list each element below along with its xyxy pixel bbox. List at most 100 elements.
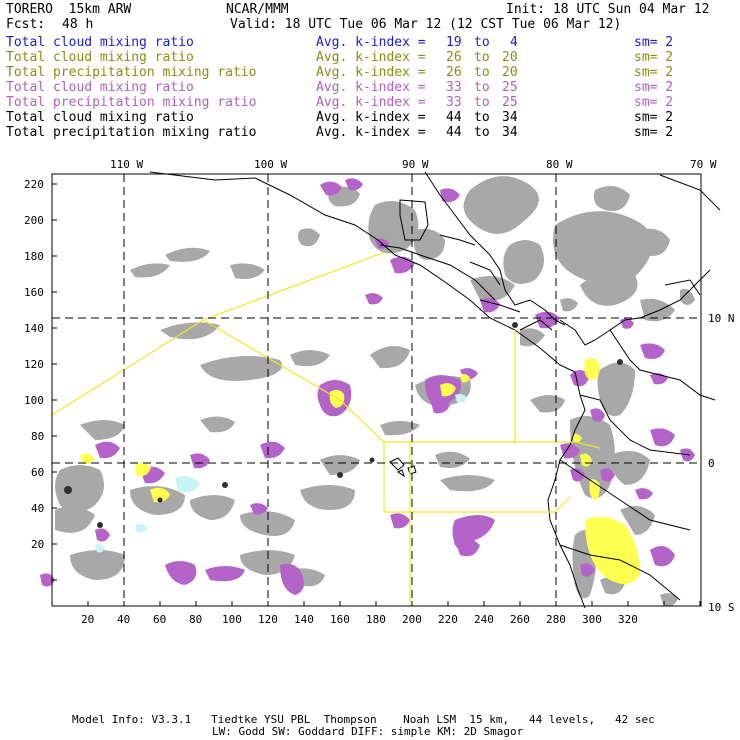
- fcst-label: Fcst:: [6, 17, 46, 32]
- legend-field: Total cloud mixing ratio: [6, 35, 194, 50]
- legend-to-word: to: [474, 80, 490, 95]
- model-name: TORERO 15km ARW: [6, 2, 132, 17]
- legend-index: Avg. k-index =: [316, 35, 426, 50]
- legend-sm: sm= 2: [634, 50, 674, 65]
- x-tick-label: 100: [222, 613, 242, 626]
- x-tick-label: 300: [582, 613, 602, 626]
- legend-to-word: to: [474, 95, 490, 110]
- legend-from: 44: [446, 110, 462, 125]
- x-tick-label: 280: [546, 613, 566, 626]
- y-tick-label: 200: [24, 214, 44, 227]
- x-tick-label: 180: [366, 613, 386, 626]
- legend-index: Avg. k-index =: [316, 50, 426, 65]
- legend-index: Avg. k-index =: [316, 95, 426, 110]
- x-tick-label: 240: [474, 613, 494, 626]
- grid-lines: [52, 174, 701, 606]
- legend-to-word: to: [474, 110, 490, 125]
- y-tick-label: 20: [31, 538, 45, 551]
- legend-index: Avg. k-index =: [316, 80, 426, 95]
- legend-index: Avg. k-index =: [316, 125, 426, 140]
- legend-row: Total precipitation mixing ratio Avg. k-…: [0, 95, 740, 110]
- y-tick-label: 60: [31, 466, 45, 479]
- legend-to-word: to: [474, 50, 490, 65]
- y-tick-label: 160: [24, 286, 44, 299]
- legend-to: 25: [502, 80, 518, 95]
- lat-label-0: 0: [708, 457, 715, 470]
- lon-label-80w: 80 W: [546, 158, 573, 171]
- legend-field: Total precipitation mixing ratio: [6, 65, 257, 80]
- model-info-line2: LW: Godd SW: Goddard DIFF: simple KM: 2D…: [212, 725, 524, 738]
- legend-row: Total cloud mixing ratio Avg. k-index = …: [0, 50, 740, 65]
- lon-label-100w: 100 W: [254, 158, 288, 171]
- legend-sm: sm= 2: [634, 110, 674, 125]
- legend-sm: sm= 2: [634, 35, 674, 50]
- legend-row: Total cloud mixing ratio Avg. k-index = …: [0, 80, 740, 95]
- y-tick-label: 180: [24, 250, 44, 263]
- legend-field: Total cloud mixing ratio: [6, 80, 194, 95]
- x-tick-label: 160: [330, 613, 350, 626]
- x-tick-label: 60: [153, 613, 167, 626]
- legend-to-word: to: [474, 35, 490, 50]
- legend-to-word: to: [474, 65, 490, 80]
- legend-field: Total cloud mixing ratio: [6, 50, 194, 65]
- y-tick-label: 220: [24, 178, 44, 191]
- x-tick-label: 320: [618, 613, 638, 626]
- light-precip-areas: [95, 394, 467, 553]
- legend-index: Avg. k-index =: [316, 110, 426, 125]
- legend-to-word: to: [474, 125, 490, 140]
- init-time: Init: 18 UTC Sun 04 Mar 12: [506, 2, 710, 17]
- lat-label-10n: 10 N: [708, 312, 735, 325]
- legend-row: Total precipitation mixing ratio Avg. k-…: [0, 125, 740, 140]
- precip-areas: [40, 178, 695, 595]
- x-tick-label: 120: [258, 613, 278, 626]
- y-tick-label: 120: [24, 358, 44, 371]
- lon-label-70w: 70 W: [690, 158, 717, 171]
- legend-index: Avg. k-index =: [316, 65, 426, 80]
- x-tick-label: 20: [81, 613, 95, 626]
- org-name: NCAR/MMM: [226, 2, 289, 17]
- tick-marks: [52, 183, 701, 606]
- legend-from: 26: [446, 65, 462, 80]
- x-tick-label: 260: [510, 613, 530, 626]
- valid-time: Valid: 18 UTC Tue 06 Mar 12 (12 CST Tue …: [230, 17, 622, 32]
- legend-sm: sm= 2: [634, 95, 674, 110]
- y-tick-label: 80: [31, 430, 45, 443]
- lon-label-90w: 90 W: [402, 158, 429, 171]
- cloud-areas: [55, 176, 695, 607]
- legend-row: Total precipitation mixing ratio Avg. k-…: [0, 65, 740, 80]
- y-tick-label: 40: [31, 502, 45, 515]
- x-tick-label: 220: [438, 613, 458, 626]
- model-info-line1: Model Info: V3.3.1 Tiedtke YSU PBL Thomp…: [72, 713, 655, 726]
- legend-sm: sm= 2: [634, 80, 674, 95]
- y-tick-label: 100: [24, 394, 44, 407]
- map-frame: [51, 173, 702, 607]
- legend-field: Total precipitation mixing ratio: [6, 125, 257, 140]
- domain-lines: [51, 251, 601, 606]
- legend-to: 25: [502, 95, 518, 110]
- legend-field: Total precipitation mixing ratio: [6, 95, 257, 110]
- legend-sm: sm= 2: [634, 125, 674, 140]
- legend-field: Total cloud mixing ratio: [6, 110, 194, 125]
- heavy-precip-areas: [80, 358, 640, 584]
- x-tick-label: 40: [117, 613, 131, 626]
- legend-to: 20: [502, 65, 518, 80]
- legend-to: 34: [502, 125, 518, 140]
- lat-label-10s: 10 S: [708, 601, 735, 614]
- x-tick-label: 200: [402, 613, 422, 626]
- legend-from: 26: [446, 50, 462, 65]
- legend-from: 19: [446, 35, 462, 50]
- legend-row: Total cloud mixing ratio Avg. k-index = …: [0, 110, 740, 125]
- legend-row: Total cloud mixing ratio Avg. k-index = …: [0, 35, 740, 50]
- core-areas: [64, 322, 623, 528]
- x-tick-label: 80: [189, 613, 203, 626]
- legend-to: 20: [502, 50, 518, 65]
- lon-label-110w: 110 W: [110, 158, 144, 171]
- legend-from: 44: [446, 125, 462, 140]
- legend-to: 34: [502, 110, 518, 125]
- y-tick-label: 140: [24, 322, 44, 335]
- fcst-value: 48 h: [62, 17, 94, 32]
- x-tick-label: 140: [294, 613, 314, 626]
- legend-from: 33: [446, 95, 462, 110]
- legend-to: 4: [510, 35, 518, 50]
- legend-from: 33: [446, 80, 462, 95]
